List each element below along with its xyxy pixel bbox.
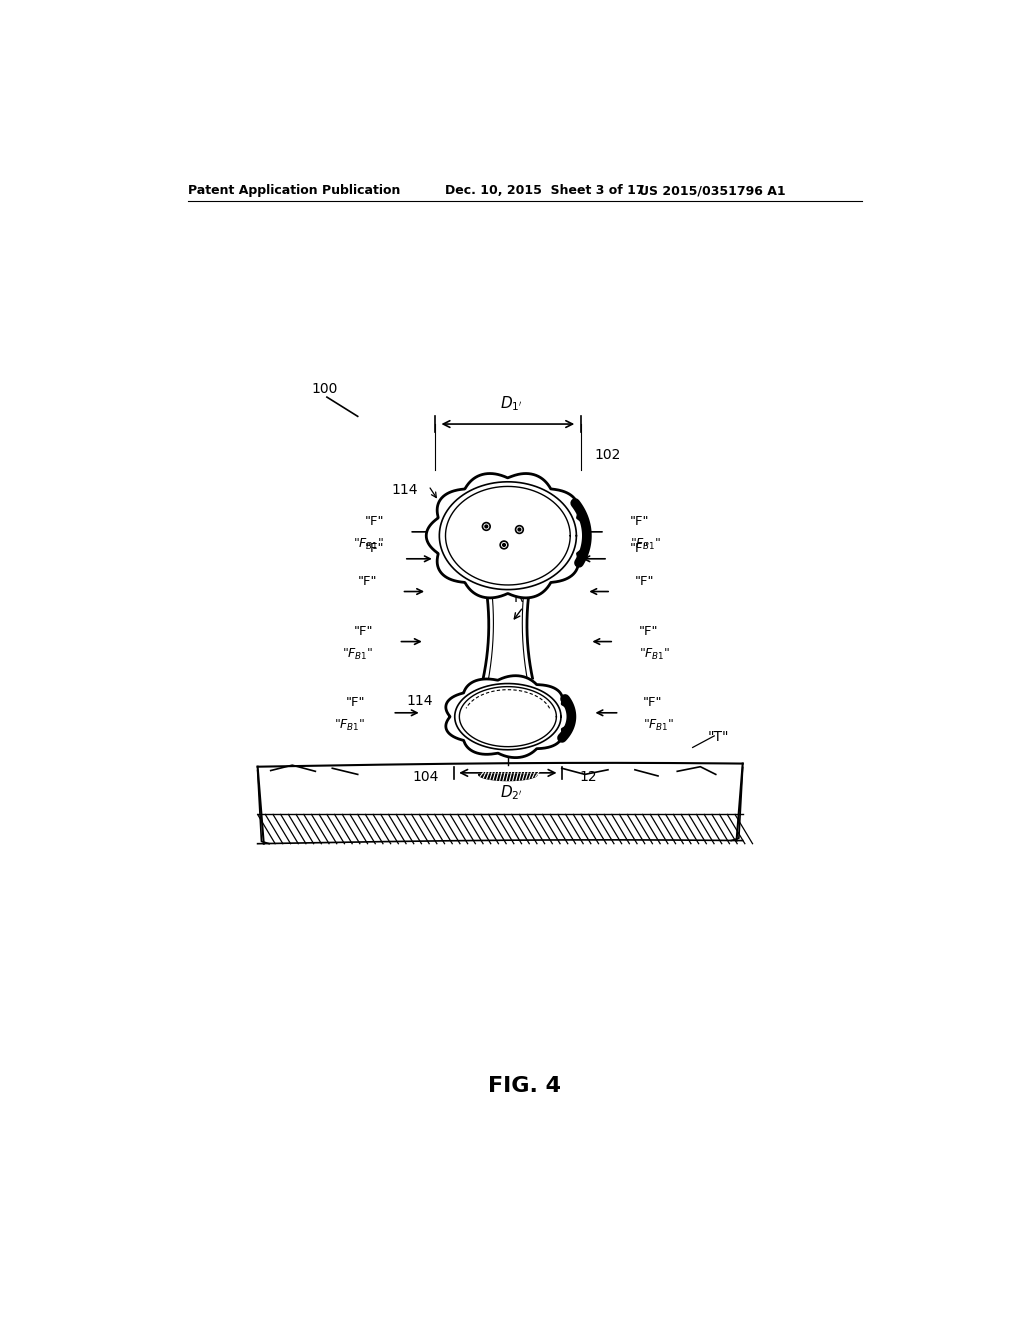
Text: "F": "F" bbox=[630, 543, 649, 554]
Polygon shape bbox=[426, 474, 590, 598]
Text: "$F_{B1}$": "$F_{B1}$" bbox=[639, 647, 671, 663]
Text: 114: 114 bbox=[407, 694, 433, 709]
Text: "F": "F" bbox=[630, 515, 649, 528]
Text: "F": "F" bbox=[357, 574, 377, 587]
Text: 100: 100 bbox=[311, 383, 338, 396]
Polygon shape bbox=[455, 684, 561, 750]
Text: "F": "F" bbox=[643, 696, 663, 709]
Polygon shape bbox=[460, 686, 556, 747]
Text: FIG. 4: FIG. 4 bbox=[488, 1076, 561, 1096]
Text: 12: 12 bbox=[580, 770, 597, 784]
Text: 102: 102 bbox=[595, 447, 622, 462]
Polygon shape bbox=[478, 775, 538, 780]
Text: "F": "F" bbox=[639, 624, 658, 638]
Circle shape bbox=[503, 544, 506, 546]
Text: Dec. 10, 2015  Sheet 3 of 17: Dec. 10, 2015 Sheet 3 of 17 bbox=[444, 185, 644, 197]
Polygon shape bbox=[439, 482, 577, 590]
Polygon shape bbox=[483, 590, 532, 678]
Polygon shape bbox=[445, 676, 572, 758]
Text: "F": "F" bbox=[346, 696, 366, 709]
Text: 104: 104 bbox=[413, 770, 438, 784]
Text: R': R' bbox=[514, 590, 527, 605]
Circle shape bbox=[485, 525, 487, 528]
Text: $D_{1'}$: $D_{1'}$ bbox=[501, 395, 523, 413]
Polygon shape bbox=[445, 487, 570, 585]
Text: "$F_{B1}$": "$F_{B1}$" bbox=[334, 718, 366, 734]
Text: US 2015/0351796 A1: US 2015/0351796 A1 bbox=[639, 185, 785, 197]
Text: Patent Application Publication: Patent Application Publication bbox=[188, 185, 400, 197]
Text: "F": "F" bbox=[366, 515, 385, 528]
Text: $D_{2'}$: $D_{2'}$ bbox=[501, 784, 523, 803]
Text: "$F_{B1}$": "$F_{B1}$" bbox=[630, 537, 662, 552]
Text: "F": "F" bbox=[635, 574, 654, 587]
Text: "$F_{B1}$": "$F_{B1}$" bbox=[643, 718, 674, 734]
Text: "F": "F" bbox=[353, 624, 373, 638]
Text: 114: 114 bbox=[391, 483, 418, 496]
Text: "$F_{B1}$": "$F_{B1}$" bbox=[342, 647, 373, 663]
Text: "T": "T" bbox=[708, 730, 729, 744]
Circle shape bbox=[518, 528, 521, 531]
Text: "$F_{B1}$": "$F_{B1}$" bbox=[353, 537, 385, 552]
Text: "F": "F" bbox=[366, 543, 385, 554]
